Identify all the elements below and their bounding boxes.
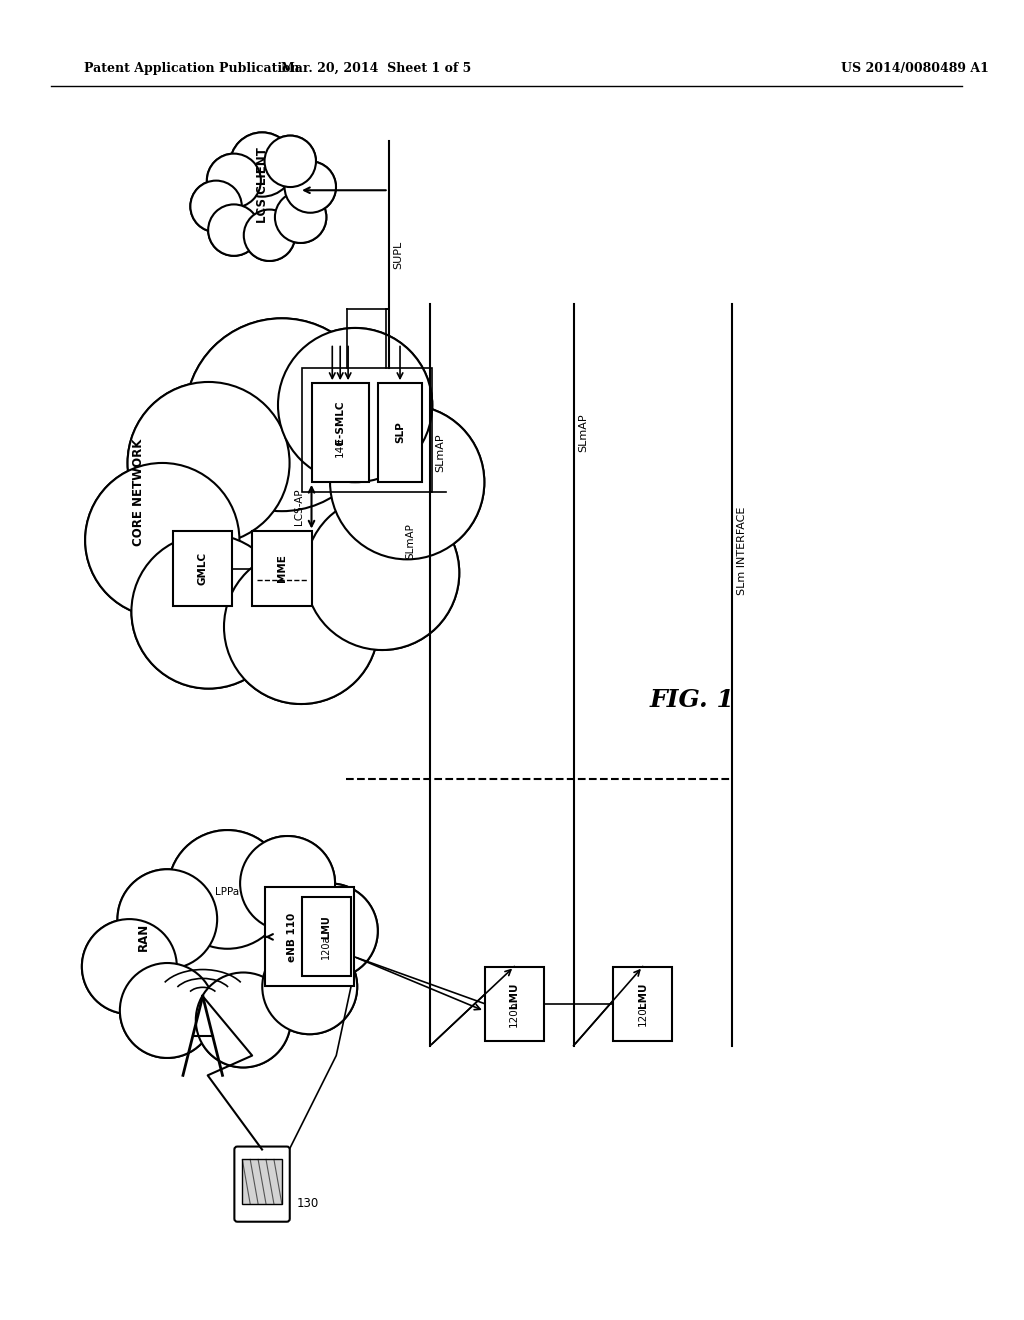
Text: LCS CLIENT: LCS CLIENT <box>256 148 268 223</box>
Circle shape <box>285 161 336 213</box>
Circle shape <box>330 405 484 560</box>
Circle shape <box>264 136 316 187</box>
FancyBboxPatch shape <box>613 966 673 1040</box>
Text: MME: MME <box>276 554 287 582</box>
Text: 130: 130 <box>297 1197 318 1210</box>
Circle shape <box>283 883 378 978</box>
Circle shape <box>168 830 287 949</box>
Text: Mar. 20, 2014  Sheet 1 of 5: Mar. 20, 2014 Sheet 1 of 5 <box>281 62 471 75</box>
Text: GMLC: GMLC <box>198 552 208 585</box>
Text: 120c: 120c <box>638 1001 648 1026</box>
FancyBboxPatch shape <box>173 532 232 606</box>
Text: SLm INTERFACE: SLm INTERFACE <box>736 507 746 595</box>
Text: SUPL: SUPL <box>393 240 403 269</box>
Circle shape <box>262 940 357 1034</box>
Text: Patent Application Publication: Patent Application Publication <box>84 62 300 75</box>
Circle shape <box>128 381 290 544</box>
Text: SLmAP: SLmAP <box>435 433 445 471</box>
FancyBboxPatch shape <box>252 532 311 606</box>
Circle shape <box>285 161 336 213</box>
Circle shape <box>85 463 240 618</box>
Circle shape <box>244 210 295 261</box>
Circle shape <box>244 210 295 261</box>
Circle shape <box>190 181 242 232</box>
Text: LPPa: LPPa <box>215 887 240 898</box>
Text: SLP: SLP <box>395 421 406 444</box>
Ellipse shape <box>176 396 388 589</box>
Text: LMU: LMU <box>322 915 332 939</box>
FancyBboxPatch shape <box>243 1159 282 1204</box>
Circle shape <box>305 496 459 649</box>
Circle shape <box>305 496 459 649</box>
Circle shape <box>208 205 260 256</box>
Circle shape <box>264 136 316 187</box>
Circle shape <box>196 973 291 1068</box>
Text: CORE NETWORK: CORE NETWORK <box>132 438 145 545</box>
Circle shape <box>185 318 378 511</box>
FancyBboxPatch shape <box>302 898 351 977</box>
Circle shape <box>190 181 242 232</box>
Circle shape <box>207 153 261 207</box>
Circle shape <box>128 381 290 544</box>
Circle shape <box>224 549 378 704</box>
Circle shape <box>283 883 378 978</box>
Circle shape <box>274 191 327 243</box>
Circle shape <box>278 327 432 482</box>
Circle shape <box>82 919 177 1014</box>
Circle shape <box>230 132 294 197</box>
Circle shape <box>131 535 286 689</box>
Circle shape <box>118 870 217 969</box>
FancyBboxPatch shape <box>234 1147 290 1222</box>
FancyBboxPatch shape <box>484 966 544 1040</box>
Circle shape <box>240 836 335 931</box>
Text: RAN: RAN <box>137 923 150 950</box>
Circle shape <box>278 327 432 482</box>
Circle shape <box>82 919 177 1014</box>
Text: FIG. 1: FIG. 1 <box>650 688 734 711</box>
Circle shape <box>240 836 335 931</box>
Text: US 2014/0080489 A1: US 2014/0080489 A1 <box>841 62 988 75</box>
Circle shape <box>131 535 286 689</box>
Text: E-SMLC: E-SMLC <box>335 401 345 445</box>
Circle shape <box>207 153 261 207</box>
Text: SLmAP: SLmAP <box>406 524 416 560</box>
Circle shape <box>85 463 240 618</box>
Text: LMU: LMU <box>509 983 519 1008</box>
Circle shape <box>196 973 291 1068</box>
Circle shape <box>262 940 357 1034</box>
Text: 120b: 120b <box>509 1001 519 1027</box>
Text: LMU: LMU <box>638 983 648 1008</box>
Circle shape <box>224 549 378 704</box>
FancyBboxPatch shape <box>265 887 354 986</box>
Circle shape <box>185 318 378 511</box>
Text: eNB 110: eNB 110 <box>287 912 297 961</box>
Text: 140: 140 <box>335 437 345 457</box>
Circle shape <box>330 405 484 560</box>
Ellipse shape <box>140 878 314 997</box>
Circle shape <box>120 964 215 1057</box>
FancyBboxPatch shape <box>378 383 422 482</box>
Circle shape <box>230 132 294 197</box>
Circle shape <box>118 870 217 969</box>
Text: SLmAP: SLmAP <box>579 413 589 451</box>
Text: 120a: 120a <box>322 935 332 960</box>
Text: LCS-AP: LCS-AP <box>294 488 303 525</box>
FancyBboxPatch shape <box>311 383 369 482</box>
Circle shape <box>120 964 215 1057</box>
Ellipse shape <box>221 158 303 222</box>
Circle shape <box>274 191 327 243</box>
Circle shape <box>208 205 260 256</box>
Circle shape <box>168 830 287 949</box>
